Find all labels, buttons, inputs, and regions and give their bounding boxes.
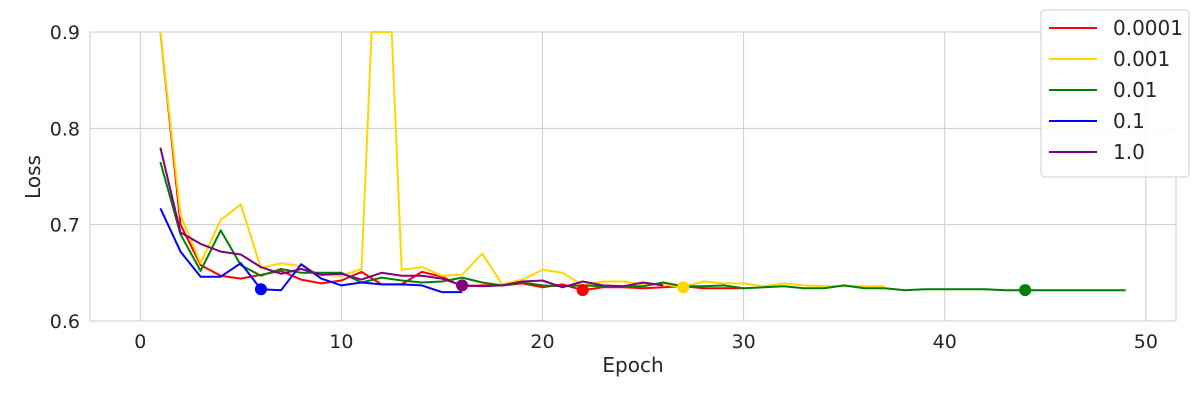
series-line-2 [159, 161, 1126, 292]
series-line-0 [159, 31, 744, 292]
series-line-1 [159, 31, 885, 289]
legend-label: 0.001 [1113, 47, 1170, 71]
x-tick-label: 10 [329, 331, 353, 353]
best-point-marker-0 [576, 284, 589, 297]
best-point-marker-2 [1019, 284, 1032, 297]
y-tick-label: 0.6 [50, 311, 80, 333]
best-point-marker-3 [254, 283, 267, 296]
tick-labels: 0 10 20 30 40 50 0.6 0.7 0.8 0.9 [50, 22, 1158, 353]
best-point-marker-4 [456, 279, 469, 292]
legend: 0.0001 0.001 0.01 0.1 1.0 [1040, 9, 1190, 178]
best-point-marker-1 [677, 281, 690, 294]
series-group [159, 31, 1126, 297]
legend-box [1040, 9, 1190, 178]
legend-label: 0.0001 [1113, 16, 1183, 40]
x-axis-label: Epoch [602, 353, 663, 377]
x-tick-label: 20 [530, 331, 554, 353]
legend-label: 1.0 [1113, 140, 1145, 164]
series-line-4 [159, 147, 664, 289]
y-tick-label: 0.8 [50, 118, 80, 140]
x-tick-label: 30 [732, 331, 756, 353]
y-axis-label: Loss [21, 155, 45, 199]
y-tick-label: 0.7 [50, 215, 80, 237]
x-tick-label: 40 [933, 331, 957, 353]
x-tick-label: 50 [1134, 331, 1158, 353]
legend-label: 0.1 [1113, 109, 1145, 133]
y-tick-label: 0.9 [50, 22, 80, 44]
x-tick-label: 0 [134, 331, 146, 353]
legend-label: 0.01 [1113, 78, 1158, 102]
